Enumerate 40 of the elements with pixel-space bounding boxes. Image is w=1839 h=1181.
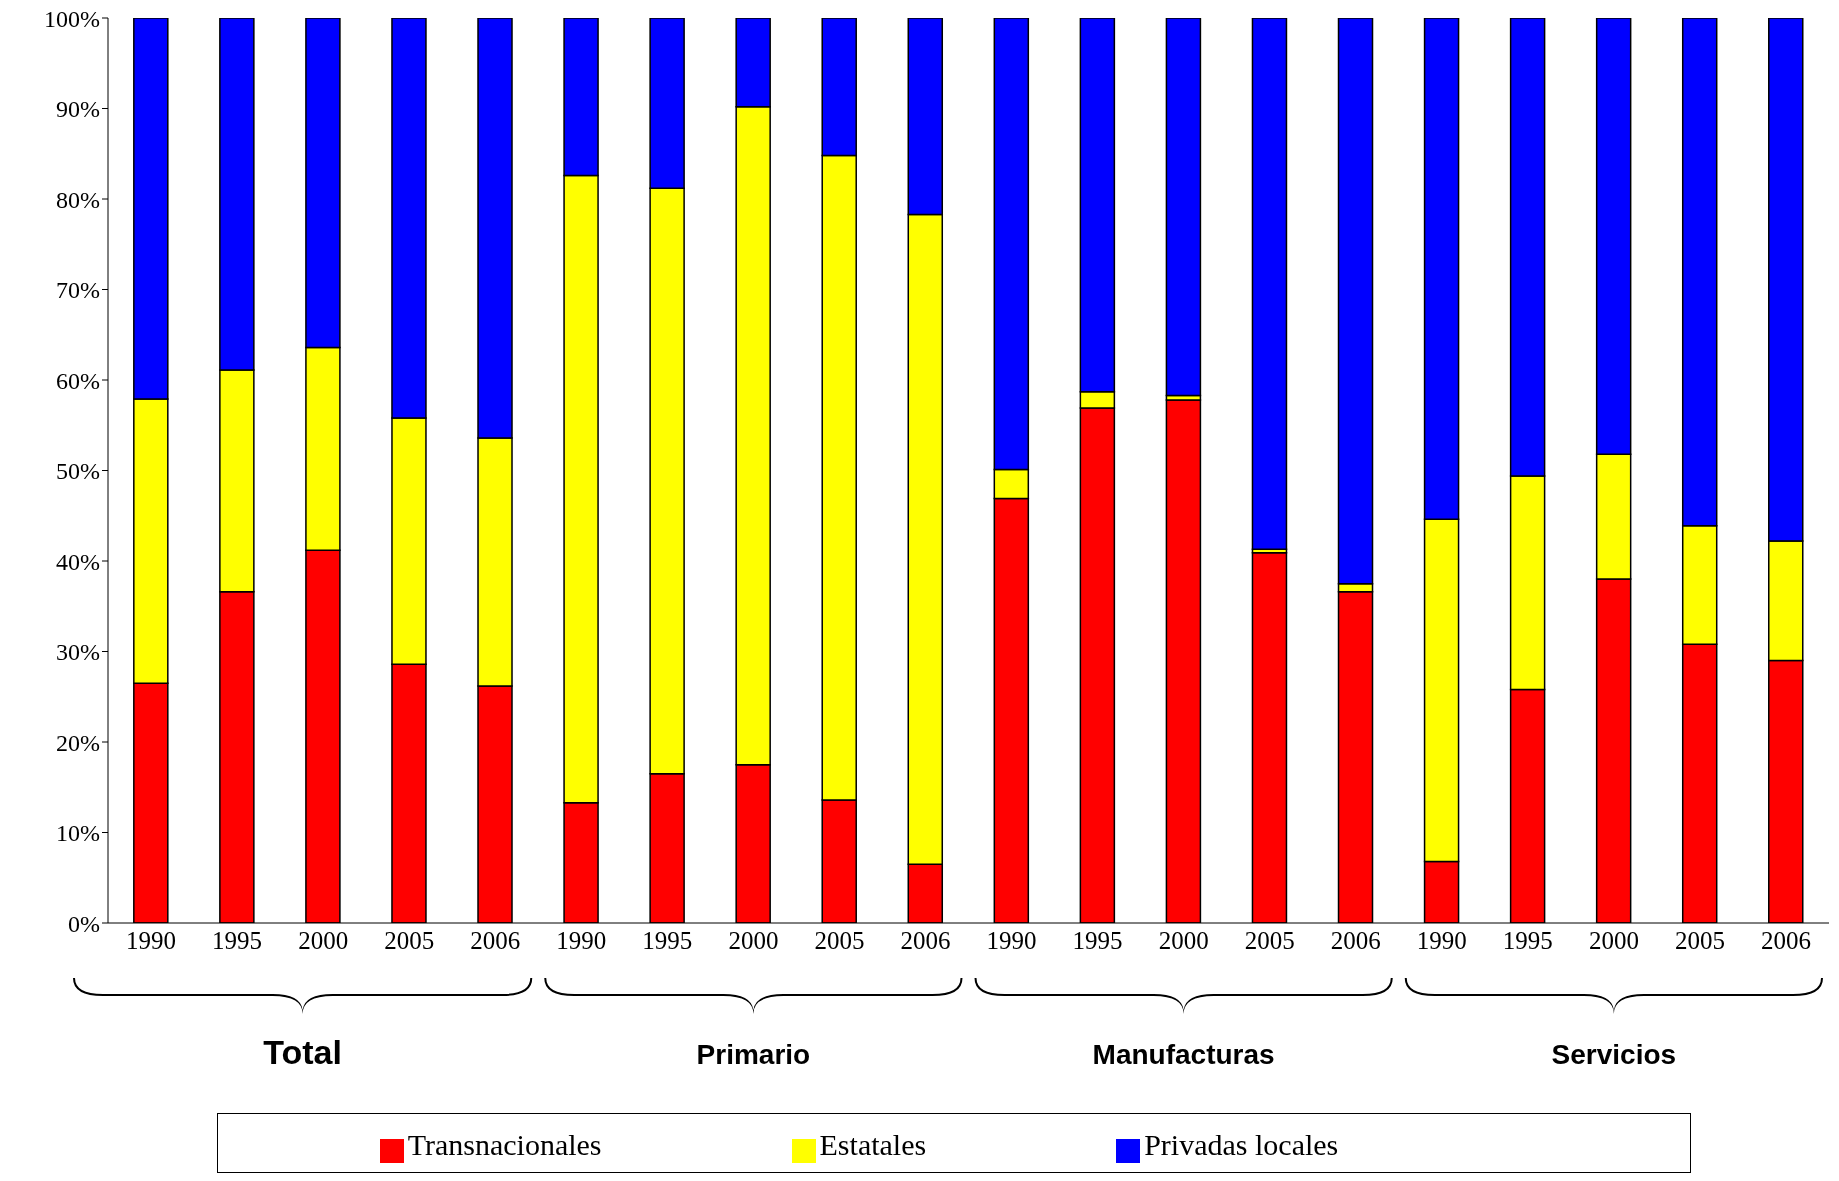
y-tick-label: 70%	[56, 277, 100, 304]
y-tick-label: 40%	[56, 548, 100, 575]
x-tick-label: 1995	[1072, 926, 1123, 954]
x-tick-label: 2000	[298, 926, 349, 954]
x-tick-label: 2005	[1244, 926, 1295, 954]
x-tick-label: 1990	[986, 926, 1037, 954]
legend-label: Privadas locales	[1144, 1128, 1339, 1161]
y-tick-label: 60%	[56, 367, 100, 394]
bar	[1251, 18, 1288, 550]
y-tick-label: 100%	[44, 5, 100, 32]
y-tick-label: 80%	[56, 186, 100, 213]
y-tick-label: 0%	[68, 910, 100, 937]
x-tick-label: 1990	[556, 926, 607, 954]
x-tick-label: 1995	[1502, 926, 1553, 954]
x-tick-label: 2006	[470, 926, 521, 954]
x-tick-label: 2006	[1330, 926, 1381, 954]
x-tick-label: 2006	[1760, 926, 1811, 954]
bar	[1165, 18, 1202, 397]
legend-label: Transnacionales	[407, 1128, 602, 1161]
text: Manufacturas	[1092, 1039, 1275, 1070]
x-tick-label: 1990	[1416, 926, 1467, 954]
x-tick-label: 2000	[1158, 926, 1209, 954]
legend-label: Estatales	[819, 1128, 927, 1161]
y-tick-label: 90%	[56, 96, 100, 123]
x-tick-label: 2005	[384, 926, 435, 954]
x-tick-label: 2005	[1674, 926, 1725, 954]
text: Total	[263, 1033, 342, 1071]
x-tick-label: 2005	[814, 926, 865, 954]
text: Servicios	[1551, 1039, 1677, 1070]
x-tick-label: 2000	[1588, 926, 1639, 954]
x-tick-label: 1990	[126, 926, 177, 954]
y-tick-label: 10%	[56, 820, 100, 847]
y-tick-label: 30%	[56, 639, 100, 666]
y-tick-label: 50%	[56, 458, 100, 485]
x-tick-label: 2006	[900, 926, 951, 954]
x-tick-label: 1995	[642, 926, 693, 954]
text: Primario	[696, 1039, 811, 1070]
x-tick-label: 2000	[728, 926, 779, 954]
y-tick-label: 20%	[56, 729, 100, 756]
x-tick-label: 1995	[212, 926, 263, 954]
